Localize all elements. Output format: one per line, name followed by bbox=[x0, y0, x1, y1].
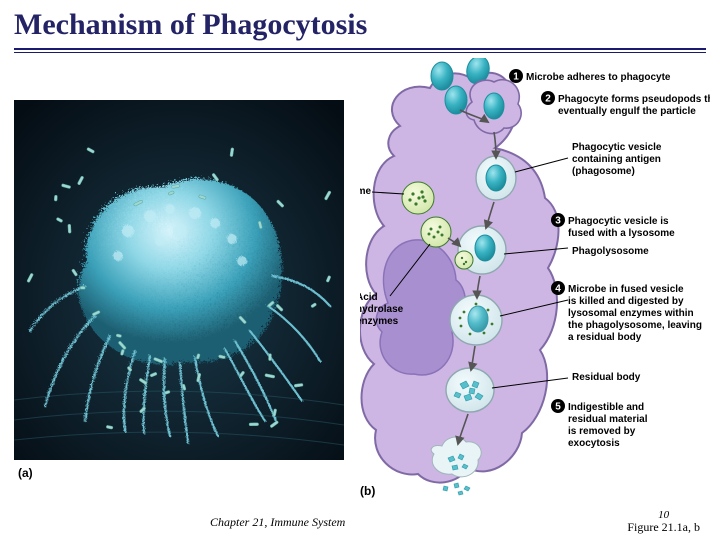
svg-text:Acid: Acid bbox=[360, 292, 378, 303]
svg-text:containing antigen: containing antigen bbox=[572, 154, 661, 165]
svg-text:fused with a lysosome: fused with a lysosome bbox=[568, 228, 675, 239]
phagolysosome-label: Phagolysosome bbox=[572, 246, 649, 257]
lysosome-2 bbox=[421, 217, 451, 247]
digesting-vesicle bbox=[450, 295, 502, 345]
svg-text:hydrolase: hydrolase bbox=[360, 304, 404, 315]
title-underline-1 bbox=[14, 48, 706, 50]
svg-text:a residual body: a residual body bbox=[568, 332, 642, 343]
svg-text:4: 4 bbox=[555, 284, 561, 295]
svg-text:lysosomal enzymes within: lysosomal enzymes within bbox=[568, 308, 694, 319]
svg-text:(phagosome): (phagosome) bbox=[572, 166, 635, 177]
residual-label: Residual body bbox=[572, 372, 641, 383]
svg-text:enzymes: enzymes bbox=[360, 316, 399, 327]
svg-text:eventually engulf the particle: eventually engulf the particle bbox=[558, 106, 696, 117]
svg-text:Phagocytic vesicle: Phagocytic vesicle bbox=[572, 142, 662, 153]
svg-text:2: 2 bbox=[545, 94, 551, 105]
lysosome-1 bbox=[402, 182, 434, 214]
step3-text: Phagocytic vesicle is fused with a lysos… bbox=[568, 216, 675, 239]
title-underline-2 bbox=[14, 52, 706, 53]
svg-text:Phagocytic vesicle is: Phagocytic vesicle is bbox=[568, 216, 669, 227]
svg-text:is killed and digested by: is killed and digested by bbox=[568, 296, 684, 307]
svg-text:1: 1 bbox=[513, 72, 519, 83]
phagosome-label: Phagocytic vesicle containing antigen (p… bbox=[572, 142, 662, 177]
svg-text:Microbe in fused vesicle: Microbe in fused vesicle bbox=[568, 284, 684, 295]
microbe-adhering bbox=[445, 86, 467, 114]
svg-text:Indigestible and: Indigestible and bbox=[568, 402, 644, 413]
step2-text: Phagocyte forms pseudopods thateventuall… bbox=[558, 94, 710, 117]
lysosome-label: Lysosome bbox=[360, 186, 372, 197]
footer-figure: 10 Figure 21.1a, b bbox=[627, 509, 700, 534]
svg-text:the phagolysosome, leaving: the phagolysosome, leaving bbox=[568, 320, 702, 331]
svg-text:exocytosis: exocytosis bbox=[568, 438, 620, 449]
slide-title: Mechanism of Phagocytosis bbox=[14, 8, 367, 42]
svg-text:residual material: residual material bbox=[568, 414, 648, 425]
svg-text:3: 3 bbox=[555, 216, 561, 227]
panel-b-label: (b) bbox=[360, 484, 375, 498]
residual-body bbox=[446, 368, 494, 412]
panel-b-diagram: 1 2 3 4 5 Microbe adheres to phagocyte P… bbox=[360, 58, 710, 498]
footer-chapter: Chapter 21, Immune System bbox=[210, 515, 345, 530]
exocytosis bbox=[431, 437, 481, 495]
step1-text: Microbe adheres to phagocyte bbox=[526, 72, 671, 83]
phagosome bbox=[476, 156, 516, 200]
step4-text: Microbe in fused vesicle is killed and d… bbox=[568, 284, 702, 343]
svg-text:is removed by: is removed by bbox=[568, 426, 636, 437]
panel-a-sem-image bbox=[14, 100, 344, 460]
svg-text:5: 5 bbox=[555, 402, 561, 413]
panel-a-label: (a) bbox=[18, 466, 33, 480]
step5-text: Indigestible and residual material is re… bbox=[568, 402, 648, 449]
svg-text:Phagocyte forms pseudopods tha: Phagocyte forms pseudopods that bbox=[558, 94, 710, 105]
